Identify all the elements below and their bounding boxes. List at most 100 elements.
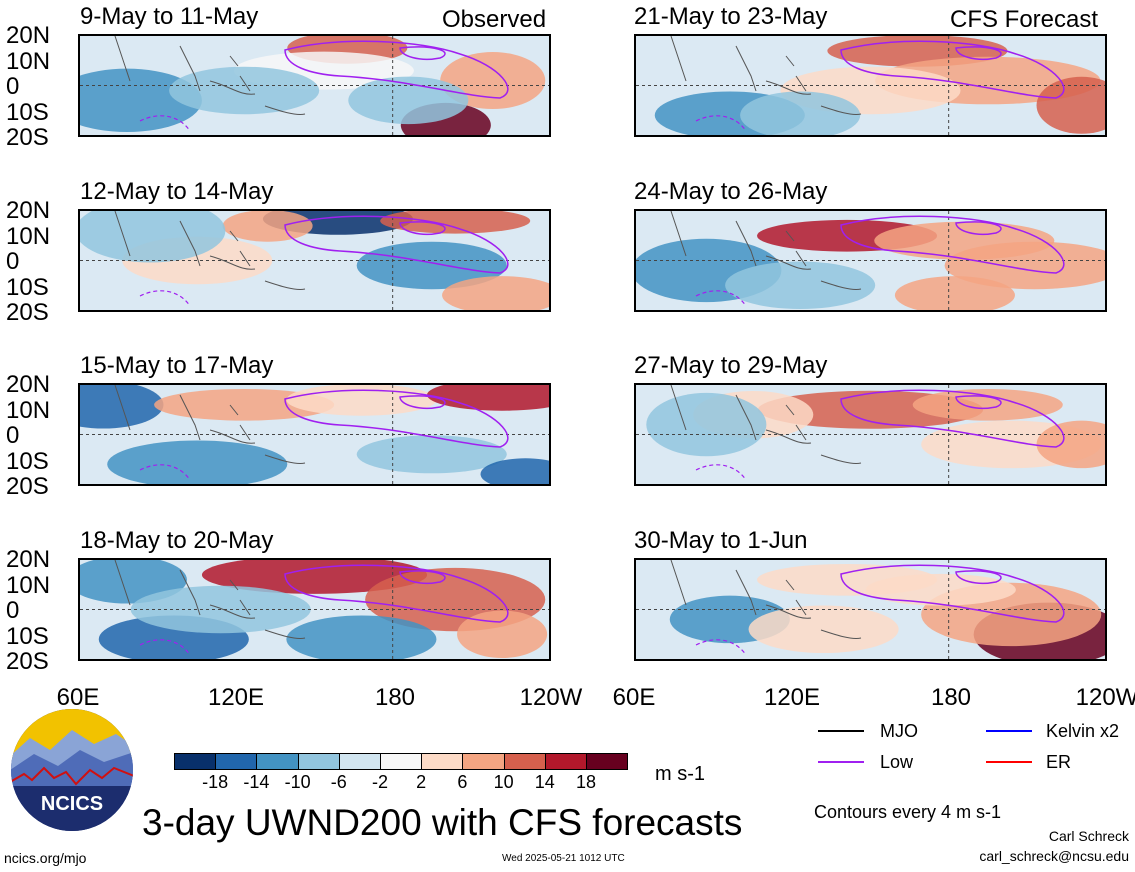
panel-title: 21-May to 23-May <box>634 3 828 30</box>
colorbar-swatch <box>215 753 258 770</box>
colorbar-swatch <box>174 753 217 770</box>
units-label: m s-1 <box>655 763 705 785</box>
panel-title: 18-May to 20-May <box>80 527 274 554</box>
low-contour <box>284 40 509 99</box>
lat-tick-label: 20S <box>6 299 49 326</box>
anomaly-region <box>442 276 549 310</box>
observed-label: Observed <box>442 6 547 33</box>
coastline <box>670 385 862 464</box>
anomaly-region <box>80 68 202 133</box>
legend-line-mjo <box>818 730 864 732</box>
legend-line-kelvin <box>986 730 1032 732</box>
colorbar-swatch <box>586 753 629 770</box>
timestamp: Wed 2025-05-21 1012 UTC <box>502 853 625 864</box>
anomaly-region <box>912 388 1063 421</box>
contour-note: Contours every 4 m s-1 <box>814 802 1002 822</box>
low-contour <box>840 564 1065 623</box>
colorbar-swatch <box>462 753 505 770</box>
map-panel <box>78 558 551 661</box>
panel-title: 12-May to 14-May <box>80 178 274 205</box>
anomaly-region <box>457 610 548 659</box>
map-panel <box>634 34 1107 137</box>
anomaly-region <box>646 392 767 457</box>
anomaly-region <box>865 573 1016 606</box>
legend-label: Kelvin x2 <box>1046 721 1120 741</box>
low-contour <box>399 221 446 235</box>
colorbar-swatch <box>421 753 464 770</box>
colorbar-label: 14 <box>534 772 555 792</box>
legend-line-er <box>986 761 1032 763</box>
coastline <box>670 211 862 290</box>
low-contour-negative <box>695 464 747 481</box>
lon-tick-label: 120W <box>519 684 583 711</box>
map-panel <box>78 209 551 312</box>
low-contour-negative <box>695 639 747 656</box>
author-name: Carl Schreck <box>1048 828 1129 844</box>
anomaly-field <box>80 560 549 659</box>
colorbar-swatch <box>380 753 423 770</box>
lat-tick-label: 20N <box>6 546 51 573</box>
anomaly-region <box>286 615 437 659</box>
map-panel <box>634 383 1107 486</box>
anomaly-region <box>725 261 876 310</box>
colorbar-swatch <box>297 753 340 770</box>
site-url: ncics.org/mjo <box>4 850 87 866</box>
low-contour <box>284 564 509 623</box>
anomaly-region <box>480 458 549 484</box>
low-contour-negative <box>139 464 191 481</box>
legend-line-low <box>818 761 864 763</box>
anomaly-region <box>1036 420 1105 469</box>
lon-tick-label: 180 <box>374 684 416 711</box>
anomaly-region <box>944 241 1105 290</box>
colorbar-label: -14 <box>243 772 270 792</box>
anomaly-region <box>894 276 1015 310</box>
anomaly-region <box>740 91 861 135</box>
lat-tick-label: 10N <box>6 47 51 75</box>
low-contour <box>284 389 509 448</box>
panel-title: 15-May to 17-May <box>80 352 274 379</box>
low-contour <box>399 46 446 60</box>
low-contour <box>284 215 509 274</box>
low-contour-negative <box>139 639 191 656</box>
anomaly-field <box>636 211 1105 310</box>
legend-label: MJO <box>880 721 918 741</box>
lat-tick-label: 10S <box>6 622 49 650</box>
coastline <box>114 211 306 290</box>
anomaly-region <box>107 440 288 484</box>
lat-tick-label: 10S <box>6 447 49 475</box>
colorbar-label: 18 <box>575 772 597 792</box>
anomaly-field <box>80 36 549 135</box>
panel-title: 30-May to 1-Jun <box>634 527 808 554</box>
anomaly-field <box>80 211 549 310</box>
colorbar-swatch <box>338 753 381 770</box>
lat-tick-label: 20N <box>6 22 51 49</box>
lon-tick-label: 60E <box>612 684 656 711</box>
coastline <box>114 385 306 464</box>
coastline <box>670 560 862 639</box>
ncics-logo: NCICS <box>10 708 134 832</box>
anomaly-field <box>636 36 1105 135</box>
anomaly-region <box>1036 76 1105 134</box>
coastline <box>114 560 306 639</box>
panel-title: 27-May to 29-May <box>634 352 828 379</box>
map-panel <box>78 383 551 486</box>
map-panel <box>634 558 1107 661</box>
low-contour <box>399 570 446 584</box>
low-contour-negative <box>139 115 191 132</box>
low-contour <box>840 40 1065 99</box>
lat-tick-label: 0 <box>6 73 20 100</box>
colorbar-label: -6 <box>330 772 347 792</box>
lon-tick-label: 120E <box>207 684 265 711</box>
coastline <box>670 36 862 115</box>
lat-tick-label: 10N <box>6 396 51 424</box>
lon-tick-label: 120W <box>1075 684 1135 711</box>
map-panel <box>78 34 551 137</box>
legend-label: Low <box>880 752 914 772</box>
anomaly-field <box>636 385 1105 484</box>
colorbar-swatch <box>256 753 299 770</box>
lat-tick-label: 20S <box>6 124 49 151</box>
logo-text: NCICS <box>41 793 103 815</box>
forecast-label: CFS Forecast <box>950 6 1099 33</box>
anomaly-region <box>169 66 320 115</box>
panel-title: 24-May to 26-May <box>634 178 828 205</box>
